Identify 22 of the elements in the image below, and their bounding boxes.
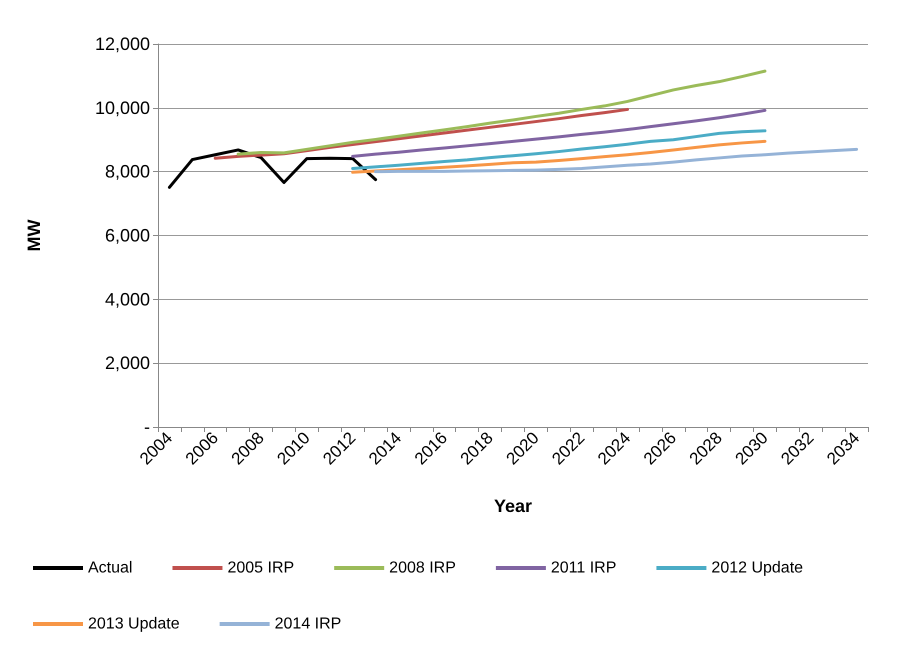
y-tick-label: 4,000 — [104, 289, 150, 310]
legend-label: 2014 IRP — [274, 616, 342, 632]
legend-label: 2013 Update — [88, 616, 180, 632]
y-tick-label: 10,000 — [94, 98, 150, 118]
line-series — [351, 108, 766, 158]
legend-label: Actual — [88, 560, 132, 576]
y-axis-title: MW — [24, 220, 44, 252]
y-tick-label: 6,000 — [104, 226, 150, 246]
y-tick-label: - — [144, 417, 150, 437]
y-tick-label: 12,000 — [94, 34, 150, 54]
x-axis-title: Year — [494, 496, 532, 516]
legend-label: 2012 Update — [711, 560, 804, 576]
line-series — [351, 140, 766, 174]
legend-label: 2005 IRP — [227, 560, 294, 576]
y-tick-label: 2,000 — [104, 353, 150, 374]
line-series — [374, 148, 858, 174]
line-series — [168, 148, 378, 189]
line-series — [236, 70, 766, 156]
legend-label: 2011 IRP — [550, 560, 616, 576]
legend-label: 2008 IRP — [389, 560, 456, 576]
line-series — [351, 129, 766, 170]
y-tick-label: 8,000 — [104, 162, 150, 182]
